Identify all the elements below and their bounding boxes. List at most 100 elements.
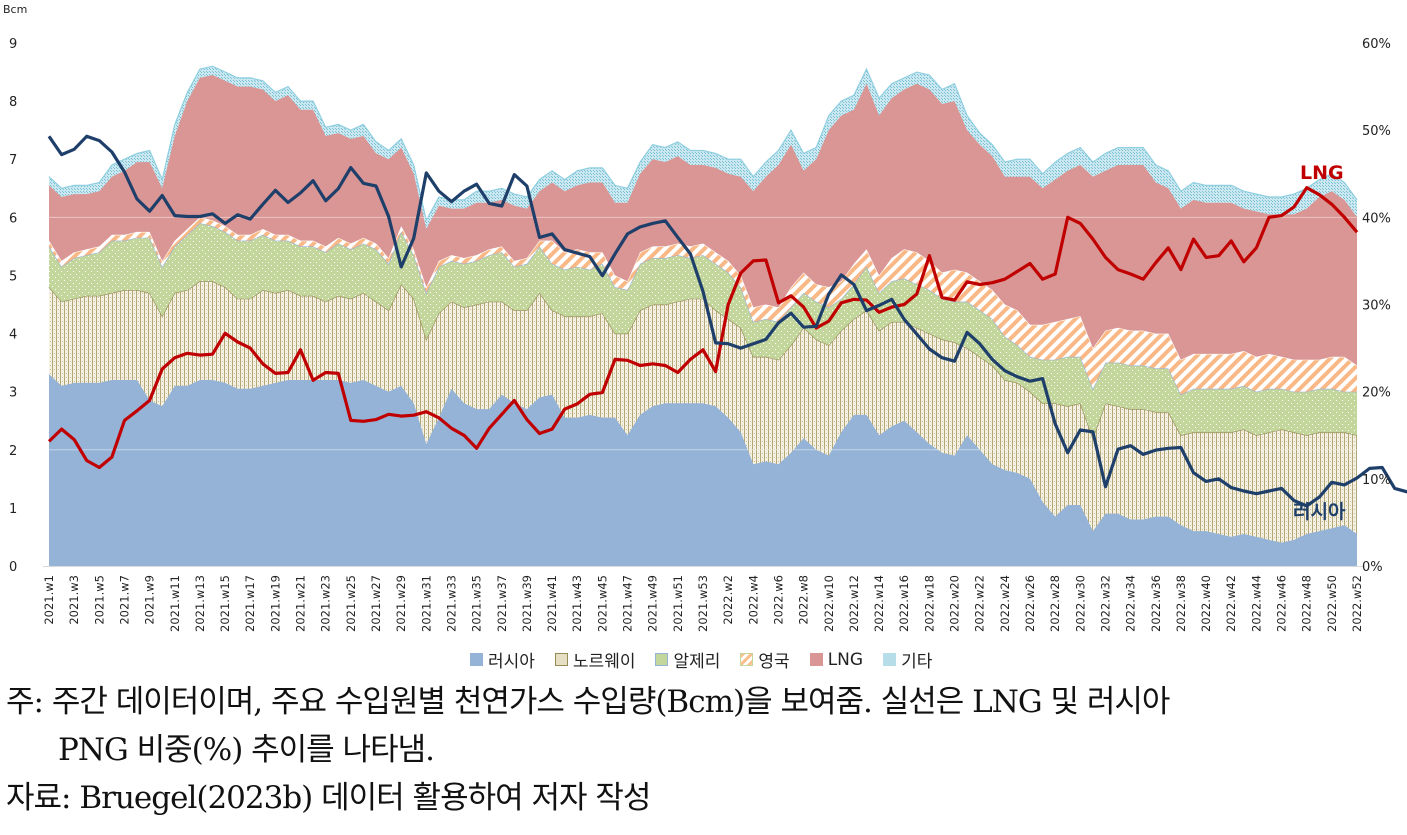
y-tick-label: 0 — [9, 560, 17, 575]
x-tick-label: 2022.w48 — [1300, 575, 1314, 632]
legend-label: 기타 — [901, 652, 933, 672]
y2-tick-label: 0% — [1362, 560, 1383, 575]
x-tick-label: 2022.w20 — [948, 575, 962, 632]
share-lines — [47, 134, 1407, 508]
x-tick-label: 2021.w5 — [92, 575, 106, 625]
legend-item-algeria: 알제리 — [655, 647, 720, 672]
x-tick-label: 2021.w49 — [646, 575, 660, 632]
x-tick-label: 2022.w28 — [1048, 575, 1062, 632]
algeria-area — [49, 223, 1357, 439]
legend-label: 노르웨이 — [572, 652, 636, 672]
x-tick-label: 2021.w23 — [319, 575, 333, 632]
x-tick-label: 2022.w26 — [1023, 575, 1037, 632]
x-tick-label: 2021.w33 — [444, 575, 458, 632]
legend-item-lng: LNG — [809, 649, 864, 670]
x-tick-label: 2021.w43 — [570, 575, 584, 632]
x-tick-label: 2022.w12 — [847, 575, 861, 632]
legend-item-uk: 영국 — [740, 647, 790, 672]
y-tick-label: 2 — [9, 444, 17, 459]
legend-item-norway: 노르웨이 — [554, 647, 636, 672]
source-line: 자료: Bruegel(2023b) 데이터 활용하여 저자 작성 — [6, 780, 651, 816]
x-tick-label: 2021.w7 — [117, 575, 131, 625]
x-tick-label: 2022.w44 — [1249, 575, 1263, 632]
x-tick-label: 2022.w52 — [1350, 575, 1364, 632]
other-swatch-icon — [883, 653, 897, 666]
lng-swatch-icon — [809, 653, 823, 666]
x-tick-label: 2022.w8 — [797, 575, 811, 625]
russia-swatch-icon — [470, 653, 483, 666]
x-tick-label: 2022.w40 — [1199, 575, 1213, 632]
x-tick-label: 2021.w3 — [67, 575, 81, 625]
x-tick-label: 2022.w10 — [822, 575, 836, 632]
x-tick-label: 2021.w29 — [394, 575, 408, 632]
note-line-1: 주: 주간 데이터이며, 주요 수입원별 천연가스 수입량(Bcm)을 보여줌.… — [6, 684, 1170, 720]
legend-label: 영국 — [758, 652, 790, 672]
y-tick-label: 6 — [9, 211, 17, 226]
y-tick-label: 3 — [9, 386, 17, 401]
x-tick-label: 2021.w47 — [621, 575, 635, 632]
legend-item-russia: 러시아 — [470, 647, 535, 672]
y-tick-label: 8 — [9, 95, 17, 110]
x-tick-label: 2022.w30 — [1073, 575, 1087, 632]
axes: 0 1 2 3 4 5 6 7 8 9 0% 10% 20% 30% 40% 50% 60% 2021.w1 202… — [9, 37, 1391, 632]
note-line-2: PNG 비중(%) 추이를 나타냄. — [58, 732, 435, 768]
y-tick-label: 4 — [9, 328, 17, 343]
y2-tick-label: 20% — [1362, 386, 1391, 401]
y2-tick-label: 40% — [1362, 211, 1391, 226]
x-tick-label: 2022.w46 — [1275, 575, 1289, 632]
y-tick-label: 5 — [9, 269, 17, 284]
x-tick-label: 2021.w39 — [520, 575, 534, 632]
lng-share-line — [47, 186, 1359, 470]
legend-label: 러시아 — [488, 652, 535, 672]
x-tick-label: 2022.w38 — [1174, 575, 1188, 632]
y-tick-label: 7 — [9, 153, 17, 168]
x-tick-label: 2022.w42 — [1224, 575, 1238, 632]
y2-tick-label: 30% — [1362, 299, 1391, 314]
x-tick-label: 2022.w14 — [872, 575, 886, 632]
x-tick-label: 2021.w17 — [243, 575, 257, 632]
x-tick-label: 2021.w15 — [218, 575, 232, 632]
x-tick-label: 2022.w2 — [721, 575, 735, 625]
x-tick-label: 2022.w22 — [973, 575, 987, 632]
y-tick-label: 1 — [9, 502, 17, 517]
x-tick-label: 2021.w9 — [143, 575, 157, 625]
x-tick-label: 2021.w45 — [595, 575, 609, 632]
x-tick-label: 2021.w51 — [671, 575, 685, 632]
x-tick-label: 2021.w35 — [470, 575, 484, 632]
x-tick-label: 2022.w24 — [998, 575, 1012, 632]
chart-legend: 러시아 노르웨이 알제리 영국 LNG 기타 — [470, 647, 932, 672]
x-tick-label: 2022.w50 — [1325, 575, 1339, 632]
x-tick-label: 2021.w13 — [193, 575, 207, 632]
y-tick-label: 9 — [9, 37, 17, 52]
x-tick-label: 2022.w18 — [922, 575, 936, 632]
x-tick-label: 2022.w34 — [1124, 575, 1138, 632]
legend-label: LNG — [827, 649, 864, 670]
stacked-area-chart: 0 1 2 3 4 5 6 7 8 9 0% 10% 20% 30% 40% 50% 60% 2021.w1 202… — [3, 3, 1407, 632]
uk-swatch-icon — [740, 653, 754, 666]
legend-item-other: 기타 — [883, 647, 932, 672]
norway-swatch-icon — [554, 653, 568, 666]
x-tick-label: 2022.w4 — [746, 575, 760, 625]
area-layers — [48, 65, 1358, 566]
other-area-edge — [48, 65, 1358, 222]
legend-label: 알제리 — [673, 652, 721, 672]
x-tick-label: 2021.w27 — [369, 575, 383, 632]
x-tick-label: 2021.w1 — [42, 575, 56, 625]
x-tick-label: 2021.w19 — [268, 575, 282, 632]
lng-line-label: LNG — [1300, 162, 1344, 184]
norway-area — [49, 281, 1357, 543]
x-tick-label: 2021.w53 — [696, 575, 710, 632]
figure-notes: 주: 주간 데이터이며, 주요 수입원별 천연가스 수입량(Bcm)을 보여줌.… — [6, 678, 1170, 822]
x-tick-label: 2022.w32 — [1098, 575, 1112, 632]
y2-tick-label: 10% — [1362, 473, 1391, 488]
x-tick-label: 2022.w6 — [771, 575, 785, 625]
russia-area — [49, 374, 1357, 566]
russia-share-line — [47, 134, 1407, 508]
x-tick-label: 2021.w11 — [168, 575, 182, 632]
x-tick-label: 2021.w41 — [545, 575, 559, 632]
algeria-swatch-icon — [655, 653, 669, 666]
uk-area — [49, 217, 1357, 395]
y-axis-unit: Bcm — [3, 3, 27, 16]
x-tick-label: 2021.w25 — [344, 575, 358, 632]
y2-tick-label: 60% — [1362, 37, 1391, 52]
